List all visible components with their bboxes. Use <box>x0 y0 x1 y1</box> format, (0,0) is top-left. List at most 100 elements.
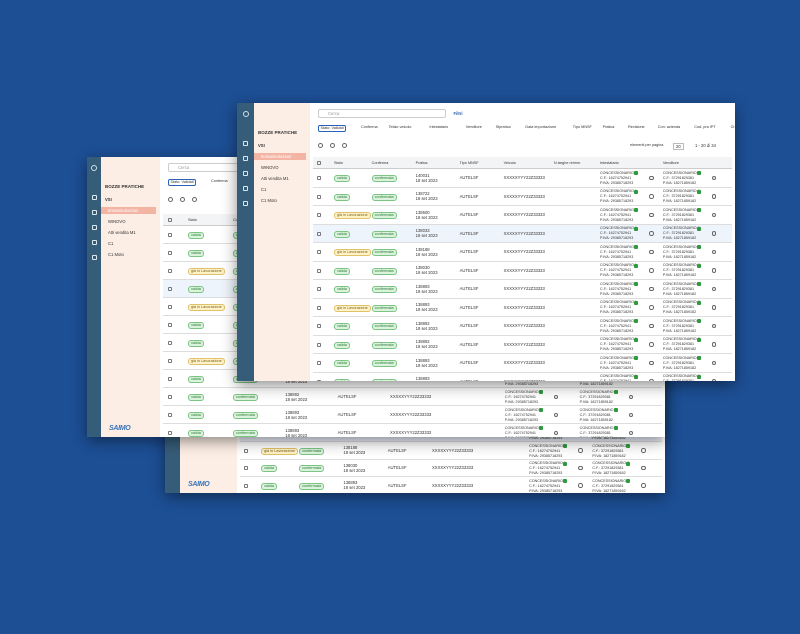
row-checkbox[interactable] <box>244 466 249 471</box>
filter-chip[interactable]: Revisione <box>628 125 645 129</box>
info-icon[interactable] <box>553 430 559 435</box>
info-icon[interactable] <box>553 394 559 399</box>
nav-icon[interactable] <box>243 186 248 191</box>
table-row[interactable] <box>313 354 732 373</box>
info-icon[interactable] <box>649 286 654 292</box>
filter-chip[interactable]: Pratica <box>602 125 615 129</box>
row-checkbox[interactable] <box>317 268 322 273</box>
info-icon[interactable] <box>649 194 654 199</box>
sidebar-item[interactable]: Immatricolazioni <box>254 153 306 160</box>
info-icon[interactable] <box>649 360 654 366</box>
nav-icon[interactable] <box>91 240 97 245</box>
row-checkbox[interactable] <box>317 305 322 310</box>
filter-chip[interactable]: Tipo MNSF <box>572 125 592 129</box>
cloud-icon[interactable] <box>330 143 335 148</box>
filter-chip[interactable]: Cod: pra IPT <box>694 125 716 129</box>
info-icon[interactable] <box>711 212 717 218</box>
table-row[interactable] <box>313 317 732 336</box>
info-icon[interactable] <box>649 379 654 381</box>
info-icon[interactable] <box>649 249 654 255</box>
table-row[interactable] <box>163 388 662 406</box>
info-icon[interactable] <box>711 286 717 292</box>
row-checkbox[interactable] <box>317 194 322 199</box>
row-checkbox[interactable] <box>317 213 322 218</box>
info-icon[interactable] <box>628 394 634 399</box>
info-icon[interactable] <box>649 231 654 236</box>
info-icon[interactable] <box>578 448 583 453</box>
info-icon[interactable] <box>711 268 717 273</box>
filter-chip[interactable]: Con: azienda <box>657 125 681 129</box>
sidebar-item[interactable]: Atti vendita M1 <box>261 176 289 181</box>
table-row[interactable] <box>313 224 732 243</box>
attach-icon[interactable] <box>342 143 347 148</box>
table-row[interactable] <box>313 243 732 262</box>
row-checkbox[interactable] <box>317 231 322 236</box>
sidebar-item[interactable]: WINOVO <box>261 165 279 170</box>
row-checkbox[interactable] <box>167 269 172 273</box>
info-icon[interactable] <box>578 483 583 488</box>
filter-chip[interactable]: Stato: Validati <box>318 125 347 132</box>
row-checkbox[interactable] <box>167 377 172 381</box>
info-icon[interactable] <box>628 412 634 417</box>
filter-chip[interactable]: Conferma <box>361 125 378 129</box>
sidebar-item[interactable]: WINOVO <box>108 219 126 224</box>
info-icon[interactable] <box>711 175 717 181</box>
filters-link[interactable]: Filtri <box>453 111 463 116</box>
filter-chip[interactable]: Data importazione <box>525 125 557 129</box>
filter-chip[interactable]: Intestatario <box>429 125 449 129</box>
table-row[interactable] <box>163 370 662 388</box>
table-row[interactable] <box>313 206 732 225</box>
table-row[interactable] <box>240 460 662 477</box>
cloud-icon[interactable] <box>180 197 185 202</box>
nav-icon[interactable] <box>91 255 97 260</box>
sidebar-item[interactable]: C1 <box>261 187 267 192</box>
table-row[interactable] <box>163 406 662 424</box>
row-checkbox[interactable] <box>167 431 172 435</box>
row-checkbox[interactable] <box>317 250 322 255</box>
row-checkbox[interactable] <box>167 413 172 417</box>
row-checkbox[interactable] <box>167 341 172 345</box>
info-icon[interactable] <box>641 465 646 471</box>
info-icon[interactable] <box>711 360 717 366</box>
sidebar-item[interactable]: C1 Moto <box>108 252 124 257</box>
info-icon[interactable] <box>711 249 717 255</box>
filter-chip[interactable]: Ct <box>730 125 735 129</box>
info-icon[interactable] <box>649 305 654 310</box>
info-icon[interactable] <box>649 175 654 181</box>
filter-chip[interactable]: Venditore <box>465 125 482 129</box>
refresh-icon[interactable] <box>318 143 323 148</box>
info-icon[interactable] <box>711 323 717 329</box>
row-checkbox[interactable] <box>317 379 322 381</box>
row-checkbox[interactable] <box>317 287 322 292</box>
header-checkbox[interactable] <box>167 218 172 222</box>
table-row[interactable] <box>240 442 662 460</box>
table-row[interactable] <box>313 336 732 354</box>
info-icon[interactable] <box>578 465 583 471</box>
info-icon[interactable] <box>649 268 654 273</box>
sidebar-item[interactable]: Immatricolazioni <box>101 207 156 214</box>
header-checkbox[interactable] <box>317 161 322 165</box>
row-checkbox[interactable] <box>244 448 249 453</box>
info-icon[interactable] <box>711 305 717 310</box>
row-checkbox[interactable] <box>317 176 322 181</box>
nav-icon[interactable] <box>243 201 248 206</box>
table-row[interactable] <box>313 262 732 280</box>
info-icon[interactable] <box>641 483 646 488</box>
row-checkbox[interactable] <box>167 305 172 309</box>
row-checkbox[interactable] <box>317 324 322 329</box>
row-checkbox[interactable] <box>317 361 322 366</box>
nav-icon[interactable] <box>243 141 248 146</box>
table-row[interactable] <box>313 299 732 317</box>
nav-icon[interactable] <box>243 171 248 176</box>
row-checkbox[interactable] <box>317 342 322 347</box>
table-row[interactable] <box>313 169 732 188</box>
search-box[interactable] <box>318 109 446 118</box>
sidebar-item[interactable]: Atti vendita M1 <box>108 230 136 235</box>
row-checkbox[interactable] <box>167 359 172 363</box>
nav-icon[interactable] <box>91 210 97 215</box>
info-icon[interactable] <box>711 379 717 381</box>
info-icon[interactable] <box>628 430 634 435</box>
nav-icon[interactable] <box>91 195 97 200</box>
filter-chip[interactable]: Stpratica <box>495 125 511 129</box>
row-checkbox[interactable] <box>167 233 172 237</box>
